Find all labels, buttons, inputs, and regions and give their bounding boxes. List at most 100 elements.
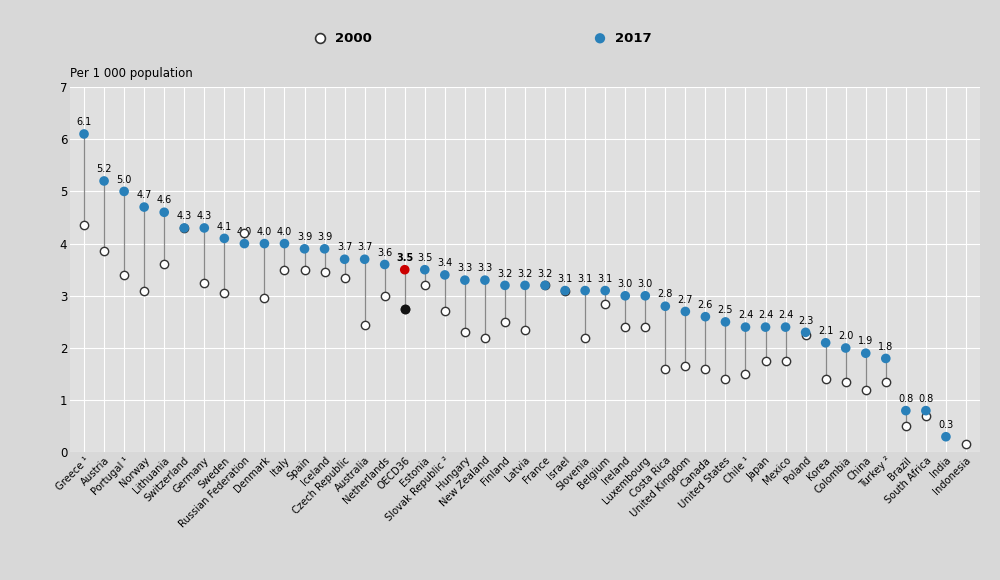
Text: 3.1: 3.1	[557, 274, 573, 284]
Point	[517, 281, 533, 290]
Point	[216, 234, 232, 243]
Point	[717, 375, 733, 384]
Text: 2000: 2000	[335, 32, 372, 45]
Point	[457, 328, 473, 337]
Point	[577, 333, 593, 342]
Point	[156, 260, 172, 269]
Text: 3.9: 3.9	[317, 232, 332, 242]
Point	[337, 273, 353, 282]
Point	[617, 322, 633, 332]
Point	[377, 291, 393, 300]
Point	[597, 299, 613, 309]
Text: 2.0: 2.0	[838, 331, 853, 341]
Point	[156, 208, 172, 217]
Text: 1.8: 1.8	[878, 342, 893, 351]
Point	[798, 331, 814, 340]
Point	[637, 291, 653, 300]
Point	[357, 255, 373, 264]
Text: 3.1: 3.1	[598, 274, 613, 284]
Point	[577, 286, 593, 295]
Point	[317, 244, 333, 253]
Point	[637, 322, 653, 332]
Text: 2.8: 2.8	[658, 289, 673, 299]
Text: 2.1: 2.1	[818, 326, 833, 336]
Text: 3.2: 3.2	[517, 269, 533, 278]
Text: 3.2: 3.2	[497, 269, 513, 278]
Point	[196, 223, 212, 233]
Text: 3.9: 3.9	[297, 232, 312, 242]
Point	[737, 322, 753, 332]
Point	[918, 411, 934, 420]
Point	[838, 343, 854, 353]
Point	[397, 304, 413, 313]
Point	[256, 239, 272, 248]
Text: 4.3: 4.3	[177, 211, 192, 221]
Point	[597, 286, 613, 295]
Text: 2017: 2017	[615, 32, 652, 45]
Point	[858, 349, 874, 358]
Point	[96, 247, 112, 256]
Point	[417, 281, 433, 290]
Text: 0.8: 0.8	[898, 394, 913, 404]
Text: 3.0: 3.0	[638, 279, 653, 289]
Point	[617, 291, 633, 300]
Text: 2.4: 2.4	[758, 310, 773, 320]
Text: 2.7: 2.7	[678, 295, 693, 304]
Point	[557, 286, 573, 295]
Text: 5.2: 5.2	[96, 164, 112, 174]
Point	[397, 304, 413, 313]
Point	[537, 281, 553, 290]
Point	[276, 265, 292, 274]
Text: 3.1: 3.1	[578, 274, 593, 284]
Point	[196, 278, 212, 288]
Text: 3.5: 3.5	[417, 253, 432, 263]
Point	[497, 317, 513, 327]
Point	[76, 221, 92, 230]
Text: 4.0: 4.0	[237, 227, 252, 237]
Point	[337, 255, 353, 264]
Point	[537, 281, 553, 290]
Text: 1.9: 1.9	[858, 336, 873, 346]
Text: 0.8: 0.8	[918, 394, 934, 404]
Point	[898, 406, 914, 415]
Point	[918, 406, 934, 415]
Point	[216, 289, 232, 298]
Point	[878, 354, 894, 363]
Point	[758, 356, 774, 366]
Text: 4.0: 4.0	[257, 227, 272, 237]
Point	[276, 239, 292, 248]
Point	[357, 320, 373, 329]
Text: 3.4: 3.4	[437, 258, 452, 268]
Point	[592, 34, 608, 43]
Point	[497, 281, 513, 290]
Text: 3.7: 3.7	[337, 242, 352, 252]
Point	[176, 223, 192, 233]
Text: 6.1: 6.1	[76, 117, 92, 127]
Point	[76, 129, 92, 139]
Point	[297, 244, 313, 253]
Text: Per 1 000 population: Per 1 000 population	[70, 67, 193, 80]
Point	[96, 176, 112, 186]
Text: 2.5: 2.5	[718, 305, 733, 315]
Text: 3.0: 3.0	[618, 279, 633, 289]
Point	[657, 364, 673, 374]
Point	[517, 325, 533, 334]
Point	[938, 432, 954, 441]
Point	[437, 270, 453, 280]
Point	[717, 317, 733, 327]
Text: 3.7: 3.7	[357, 242, 372, 252]
Point	[236, 229, 252, 238]
Point	[116, 187, 132, 196]
Text: 4.1: 4.1	[217, 222, 232, 231]
Text: 3.2: 3.2	[537, 269, 553, 278]
Point	[116, 270, 132, 280]
Point	[898, 422, 914, 431]
Text: 3.3: 3.3	[457, 263, 472, 273]
Point	[737, 369, 753, 379]
Point	[256, 293, 272, 303]
Point	[958, 440, 974, 449]
Point	[758, 322, 774, 332]
Point	[778, 322, 794, 332]
Point	[477, 333, 493, 342]
Point	[858, 385, 874, 394]
